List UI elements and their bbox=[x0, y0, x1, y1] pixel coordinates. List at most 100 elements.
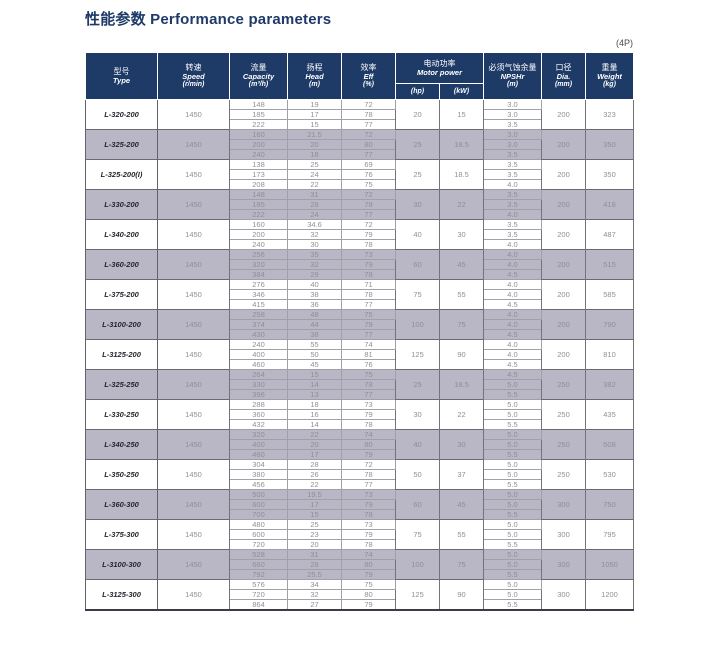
type-label-en: Type bbox=[112, 76, 131, 85]
cell-head: 19.5 bbox=[287, 489, 342, 500]
cell-capacity: 480 bbox=[229, 449, 288, 460]
table-row: L-375-300 1450 480 25 73 75 55 5.0 300 795 bbox=[85, 519, 634, 550]
cell-type: L-350-250 bbox=[85, 459, 158, 490]
cell-hp: 60 bbox=[395, 249, 440, 280]
cell-npshr: 4.0 bbox=[483, 279, 542, 290]
cell-capacity: 185 bbox=[229, 199, 288, 210]
cell-weight: 350 bbox=[585, 129, 634, 160]
cell-head: 15 bbox=[287, 119, 342, 130]
cell-hp: 40 bbox=[395, 219, 440, 250]
cell-capacity: 304 bbox=[229, 459, 288, 470]
cell-npshr: 5.0 bbox=[483, 589, 542, 600]
cell-npshr: 5.0 bbox=[483, 489, 542, 500]
weight-unit: (kg) bbox=[603, 81, 616, 88]
cell-head: 14 bbox=[287, 419, 342, 430]
cell-capacity: 185 bbox=[229, 109, 288, 120]
col-header-speed: 转速 Speed (r/min) bbox=[157, 52, 230, 100]
cell-head: 32 bbox=[287, 259, 342, 270]
cell-weight: 418 bbox=[585, 189, 634, 220]
cell-head: 17 bbox=[287, 499, 342, 510]
cell-npshr: 3.5 bbox=[483, 159, 542, 170]
cell-hp: 30 bbox=[395, 189, 440, 220]
table-row: 200 32 79 3.5 bbox=[86, 229, 634, 240]
cell-kw: 75 bbox=[439, 549, 484, 580]
cell-head: 25 bbox=[287, 159, 342, 170]
page-title: 性能参数 Performance parameters bbox=[85, 11, 332, 28]
cell-npshr: 5.5 bbox=[483, 509, 542, 520]
type-label-zh: 型号 bbox=[113, 67, 130, 76]
cell-npshr: 5.0 bbox=[483, 459, 542, 470]
capacity-unit: (m³/h) bbox=[248, 81, 269, 88]
table-row: L-320-200 1450 148 19 72 20 15 3.0 200 323 bbox=[85, 99, 634, 130]
cell-weight: 382 bbox=[585, 369, 634, 400]
cell-npshr: 5.0 bbox=[483, 549, 542, 560]
cell-speed: 1450 bbox=[157, 129, 230, 160]
cell-hp: 50 bbox=[395, 459, 440, 490]
cell-capacity: 720 bbox=[229, 539, 288, 550]
cell-kw: 45 bbox=[439, 489, 484, 520]
cell-npshr: 5.5 bbox=[483, 539, 542, 550]
cell-head: 15 bbox=[287, 369, 342, 380]
cell-hp: 100 bbox=[395, 309, 440, 340]
cell-hp: 75 bbox=[395, 279, 440, 310]
cell-eff: 74 bbox=[341, 339, 396, 350]
cell-head: 30 bbox=[287, 239, 342, 250]
cell-head: 25.5 bbox=[287, 569, 342, 580]
head-unit: (m) bbox=[309, 81, 320, 88]
speed-label-zh: 转速 bbox=[185, 63, 202, 72]
cell-dia: 200 bbox=[541, 189, 586, 220]
cell-hp: 30 bbox=[395, 399, 440, 430]
kw-unit: (kW) bbox=[453, 87, 470, 95]
cell-head: 45 bbox=[287, 359, 342, 370]
cell-eff: 79 bbox=[341, 409, 396, 420]
cell-capacity: 346 bbox=[229, 289, 288, 300]
cell-eff: 72 bbox=[341, 219, 396, 230]
cell-npshr: 4.0 bbox=[483, 289, 542, 300]
cell-capacity: 415 bbox=[229, 299, 288, 310]
col-header-motor-power: 电动功率 Motor power bbox=[395, 52, 484, 84]
cell-eff: 78 bbox=[341, 419, 396, 430]
cell-head: 23 bbox=[287, 529, 342, 540]
cell-capacity: 720 bbox=[229, 589, 288, 600]
cell-type: L-3125-200 bbox=[85, 339, 158, 370]
cell-capacity: 480 bbox=[229, 519, 288, 530]
cell-speed: 1450 bbox=[157, 549, 230, 580]
cell-hp: 40 bbox=[395, 429, 440, 460]
cell-weight: 435 bbox=[585, 399, 634, 430]
cell-kw: 75 bbox=[439, 309, 484, 340]
weight-label-en: Weight bbox=[597, 72, 622, 81]
table-row: L-340-200 1450 160 34.6 72 40 30 3.5 200 487 bbox=[85, 219, 634, 250]
cell-npshr: 3.0 bbox=[483, 129, 542, 140]
cell-npshr: 3.5 bbox=[483, 219, 542, 230]
speed-unit: (r/min) bbox=[182, 81, 205, 88]
table-row: L-360-300 1450 500 19.5 73 60 45 5.0 300 750 bbox=[85, 489, 634, 520]
cell-type: L-320-200 bbox=[85, 99, 158, 130]
cell-speed: 1450 bbox=[157, 159, 230, 190]
table-row: L-330-250 1450 288 18 73 30 22 5.0 250 435 bbox=[85, 399, 634, 430]
cell-eff: 69 bbox=[341, 159, 396, 170]
col-header-head: 扬程 Head (m) bbox=[287, 52, 342, 100]
motor-power-label-en: Motor power bbox=[417, 68, 462, 77]
table-row: L-375-200 1450 276 40 71 75 55 4.0 200 585 bbox=[85, 279, 634, 310]
cell-head: 20 bbox=[287, 139, 342, 150]
cell-capacity: 256 bbox=[229, 249, 288, 260]
cell-head: 17 bbox=[287, 109, 342, 120]
col-header-eff: 效率 Eff (%) bbox=[341, 52, 396, 100]
cell-dia: 250 bbox=[541, 459, 586, 490]
cell-speed: 1450 bbox=[157, 399, 230, 430]
cell-npshr: 3.5 bbox=[483, 189, 542, 200]
cell-capacity: 600 bbox=[229, 499, 288, 510]
col-header-capacity: 流量 Capacity (m³/h) bbox=[229, 52, 288, 100]
cell-capacity: 460 bbox=[229, 359, 288, 370]
table-row: L-340-250 1450 320 22 74 40 30 5.0 250 508 bbox=[85, 429, 634, 460]
table-row: L-360-200 1450 256 35 73 60 45 4.0 200 515 bbox=[85, 249, 634, 280]
cell-eff: 77 bbox=[341, 299, 396, 310]
cell-eff: 77 bbox=[341, 479, 396, 490]
table-row: 384 29 78 4.5 bbox=[86, 269, 634, 280]
cell-capacity: 222 bbox=[229, 119, 288, 130]
cell-eff: 73 bbox=[341, 249, 396, 260]
cell-npshr: 3.5 bbox=[483, 229, 542, 240]
cell-weight: 810 bbox=[585, 339, 634, 370]
col-header-npshr: 必须气蚀余量 NPSHr (m) bbox=[483, 52, 542, 100]
cell-capacity: 360 bbox=[229, 409, 288, 420]
